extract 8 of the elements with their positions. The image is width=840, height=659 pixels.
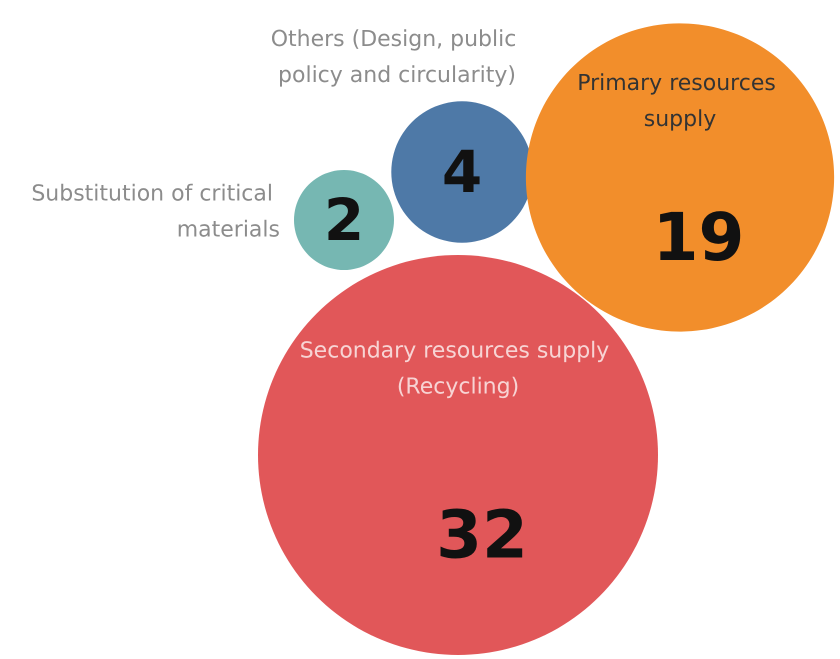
category-label: Substitution of critical materials [31, 182, 280, 242]
data-label: 32 [436, 496, 528, 574]
category-label: Primary resources supply [577, 70, 783, 132]
data-label: 19 [652, 199, 744, 276]
category-label: Secondary resources supply (Recycling) [300, 338, 616, 400]
data-label: 2 [324, 186, 364, 254]
data-label: 4 [442, 138, 482, 206]
category-label: Others (Design, public policy and circularity) [270, 26, 524, 88]
